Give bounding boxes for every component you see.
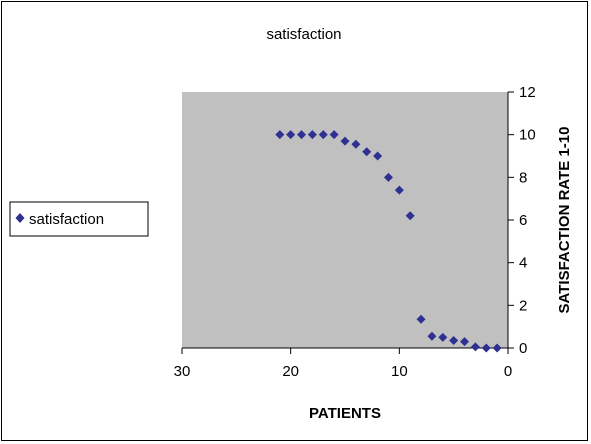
data-point xyxy=(373,151,383,161)
y-tick-label: 0 xyxy=(519,340,527,357)
legend-box xyxy=(9,201,149,237)
data-point xyxy=(405,211,415,221)
x-tick-label: 0 xyxy=(504,363,512,380)
data-point xyxy=(492,343,502,353)
x-tick-label: 30 xyxy=(174,363,191,380)
chart-title: satisfaction xyxy=(266,26,341,43)
y-tick-label: 8 xyxy=(519,169,527,186)
x-tick-label: 10 xyxy=(391,363,408,380)
data-point xyxy=(438,332,448,342)
x-axis-label: PATIENTS xyxy=(309,405,381,422)
data-point xyxy=(340,136,350,146)
data-points xyxy=(275,130,502,353)
x-tick-label: 20 xyxy=(282,363,299,380)
data-point xyxy=(362,147,372,157)
data-point xyxy=(318,130,328,140)
data-point xyxy=(275,130,285,140)
data-point xyxy=(286,130,296,140)
y-tick-label: 2 xyxy=(519,297,527,314)
legend-diamond-icon xyxy=(15,213,25,223)
y-tick-label: 6 xyxy=(519,212,527,229)
data-point xyxy=(351,139,361,149)
data-point xyxy=(416,314,426,324)
x-axis: 30 20 10 0 xyxy=(174,347,512,380)
data-point xyxy=(470,342,480,352)
data-point xyxy=(329,130,339,140)
y-axis-label: SATISFACTION RATE 1-10 xyxy=(556,127,573,314)
data-point xyxy=(427,331,437,341)
data-point xyxy=(481,343,491,353)
y-tick-label: 12 xyxy=(519,84,536,101)
legend: satisfaction xyxy=(9,201,149,237)
data-point xyxy=(297,130,307,140)
data-point xyxy=(449,336,459,346)
plot-area xyxy=(182,92,508,348)
y-axis: 0 2 4 6 8 10 12 xyxy=(507,84,536,357)
data-point xyxy=(394,185,404,195)
y-tick-label: 4 xyxy=(519,255,527,272)
legend-entry-label: satisfaction xyxy=(29,211,104,228)
y-tick-label: 10 xyxy=(519,127,536,144)
data-point xyxy=(460,337,470,347)
data-point xyxy=(307,130,317,140)
data-point xyxy=(383,172,393,182)
